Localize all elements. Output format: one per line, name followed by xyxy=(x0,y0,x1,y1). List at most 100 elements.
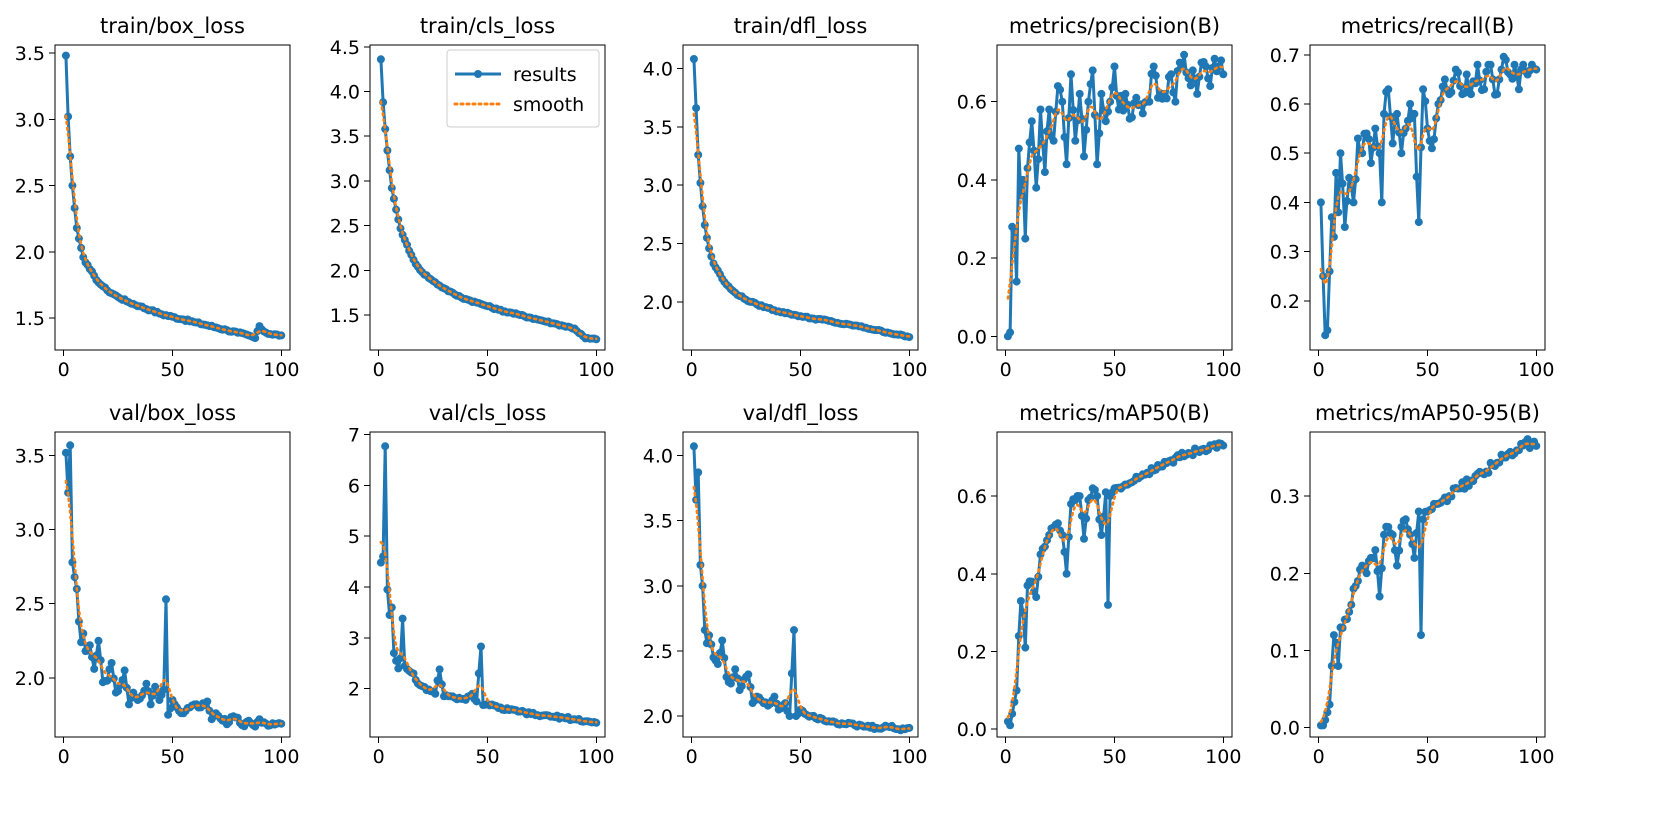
results-point xyxy=(1401,515,1410,524)
results-point xyxy=(1032,183,1041,192)
x-tick-label: 100 xyxy=(263,746,299,768)
results-point xyxy=(1519,60,1528,69)
results-point xyxy=(731,665,740,674)
results-point xyxy=(120,666,129,675)
x-tick-label: 100 xyxy=(1518,359,1554,381)
results-point xyxy=(1075,492,1084,501)
results-point xyxy=(477,642,485,651)
results-point xyxy=(1421,97,1430,106)
results-point xyxy=(1062,569,1071,578)
x-tick-label: 100 xyxy=(578,359,614,381)
y-tick-label: 0.4 xyxy=(957,564,987,586)
y-tick-label: 3.0 xyxy=(15,109,45,131)
y-tick-label: 0.6 xyxy=(957,486,987,508)
results-point xyxy=(1412,529,1421,537)
results-point xyxy=(1414,218,1423,227)
smooth-line xyxy=(64,114,283,337)
results-point xyxy=(1393,109,1401,118)
results-point xyxy=(1088,66,1097,75)
results-point xyxy=(376,55,385,64)
y-tick-label: 0.3 xyxy=(1270,486,1300,508)
results-point xyxy=(1204,74,1213,83)
results-point xyxy=(1097,531,1106,539)
results-point xyxy=(1332,168,1341,177)
results-point xyxy=(1493,90,1502,99)
panel-metrics-recall-b: metrics/recall(B) 0 50 100 0.2 0.3 0.4 0.5 0.6 0.… xyxy=(1270,14,1555,381)
results-point xyxy=(1217,56,1226,65)
results-point xyxy=(1016,597,1025,605)
results-point xyxy=(1338,179,1347,188)
results-point xyxy=(1095,129,1104,138)
results-point xyxy=(689,55,698,63)
results-point xyxy=(381,442,390,451)
y-tick-label: 3.0 xyxy=(643,175,673,197)
results-point xyxy=(107,659,116,667)
smooth-line xyxy=(692,485,911,731)
y-tick-label: 7 xyxy=(348,425,360,447)
results-point xyxy=(1036,105,1045,114)
y-tick-label: 2.5 xyxy=(15,594,45,616)
chart-title: val/box_loss xyxy=(109,401,236,426)
chart-title: metrics/mAP50-95(B) xyxy=(1315,401,1540,425)
results-point xyxy=(1353,134,1362,143)
results-point xyxy=(1071,136,1080,145)
results-point xyxy=(90,664,99,673)
results-point xyxy=(1219,70,1228,79)
results-point xyxy=(1132,93,1141,102)
results-point xyxy=(1169,88,1178,97)
results-point xyxy=(1349,198,1358,207)
results-point xyxy=(1501,55,1510,64)
results-point xyxy=(1430,135,1438,144)
results-point xyxy=(1201,62,1210,71)
series-group xyxy=(61,51,286,343)
y-tick-label: 0.0 xyxy=(957,719,987,741)
results-point xyxy=(737,682,746,691)
results-point xyxy=(1410,553,1419,562)
x-tick-label: 0 xyxy=(1313,746,1325,768)
y-tick-label: 3.5 xyxy=(643,511,673,533)
results-point xyxy=(61,51,70,60)
results-point xyxy=(1366,159,1375,168)
results-point xyxy=(1082,125,1091,134)
results-point xyxy=(474,669,483,678)
results-point xyxy=(1034,155,1043,164)
results-point xyxy=(1075,89,1084,98)
results-point xyxy=(770,692,779,701)
x-tick-label: 100 xyxy=(1518,746,1554,768)
results-point xyxy=(431,689,440,698)
results-point xyxy=(1447,88,1456,97)
results-point xyxy=(1329,631,1338,640)
results-point xyxy=(1440,75,1449,84)
y-tick-label: 3.5 xyxy=(15,446,45,468)
y-tick-label: 3.5 xyxy=(15,43,45,65)
results-point xyxy=(1049,136,1058,145)
results-point xyxy=(1334,662,1343,670)
chart-title: train/box_loss xyxy=(100,14,245,39)
legend-smooth-label: smooth xyxy=(513,94,584,116)
results-point xyxy=(1486,60,1495,69)
panel-metrics-precision-b: metrics/precision(B) 0 50 100 0.0 0.2 0.4 0.6 xyxy=(957,14,1242,381)
results-point xyxy=(1027,117,1036,126)
results-point xyxy=(1523,435,1532,444)
y-tick-label: 4.0 xyxy=(330,82,360,104)
y-tick-label: 0.2 xyxy=(957,642,987,664)
results-point xyxy=(1084,97,1093,106)
chart-title: train/cls_loss xyxy=(420,14,555,39)
results-point xyxy=(396,654,405,663)
results-point xyxy=(1447,492,1456,501)
results-point xyxy=(726,679,735,688)
x-tick-label: 0 xyxy=(373,746,385,768)
x-tick-label: 100 xyxy=(578,746,614,768)
results-point xyxy=(787,669,796,678)
results-point xyxy=(1419,85,1428,94)
y-tick-label: 2.0 xyxy=(15,242,45,264)
results-point xyxy=(1371,546,1380,555)
smooth-line xyxy=(64,479,283,726)
results-point xyxy=(1093,160,1102,169)
results-point xyxy=(1410,109,1419,118)
x-tick-label: 50 xyxy=(475,359,499,381)
results-point xyxy=(1377,198,1386,207)
results-point xyxy=(1375,149,1384,158)
x-tick-label: 100 xyxy=(891,746,927,768)
